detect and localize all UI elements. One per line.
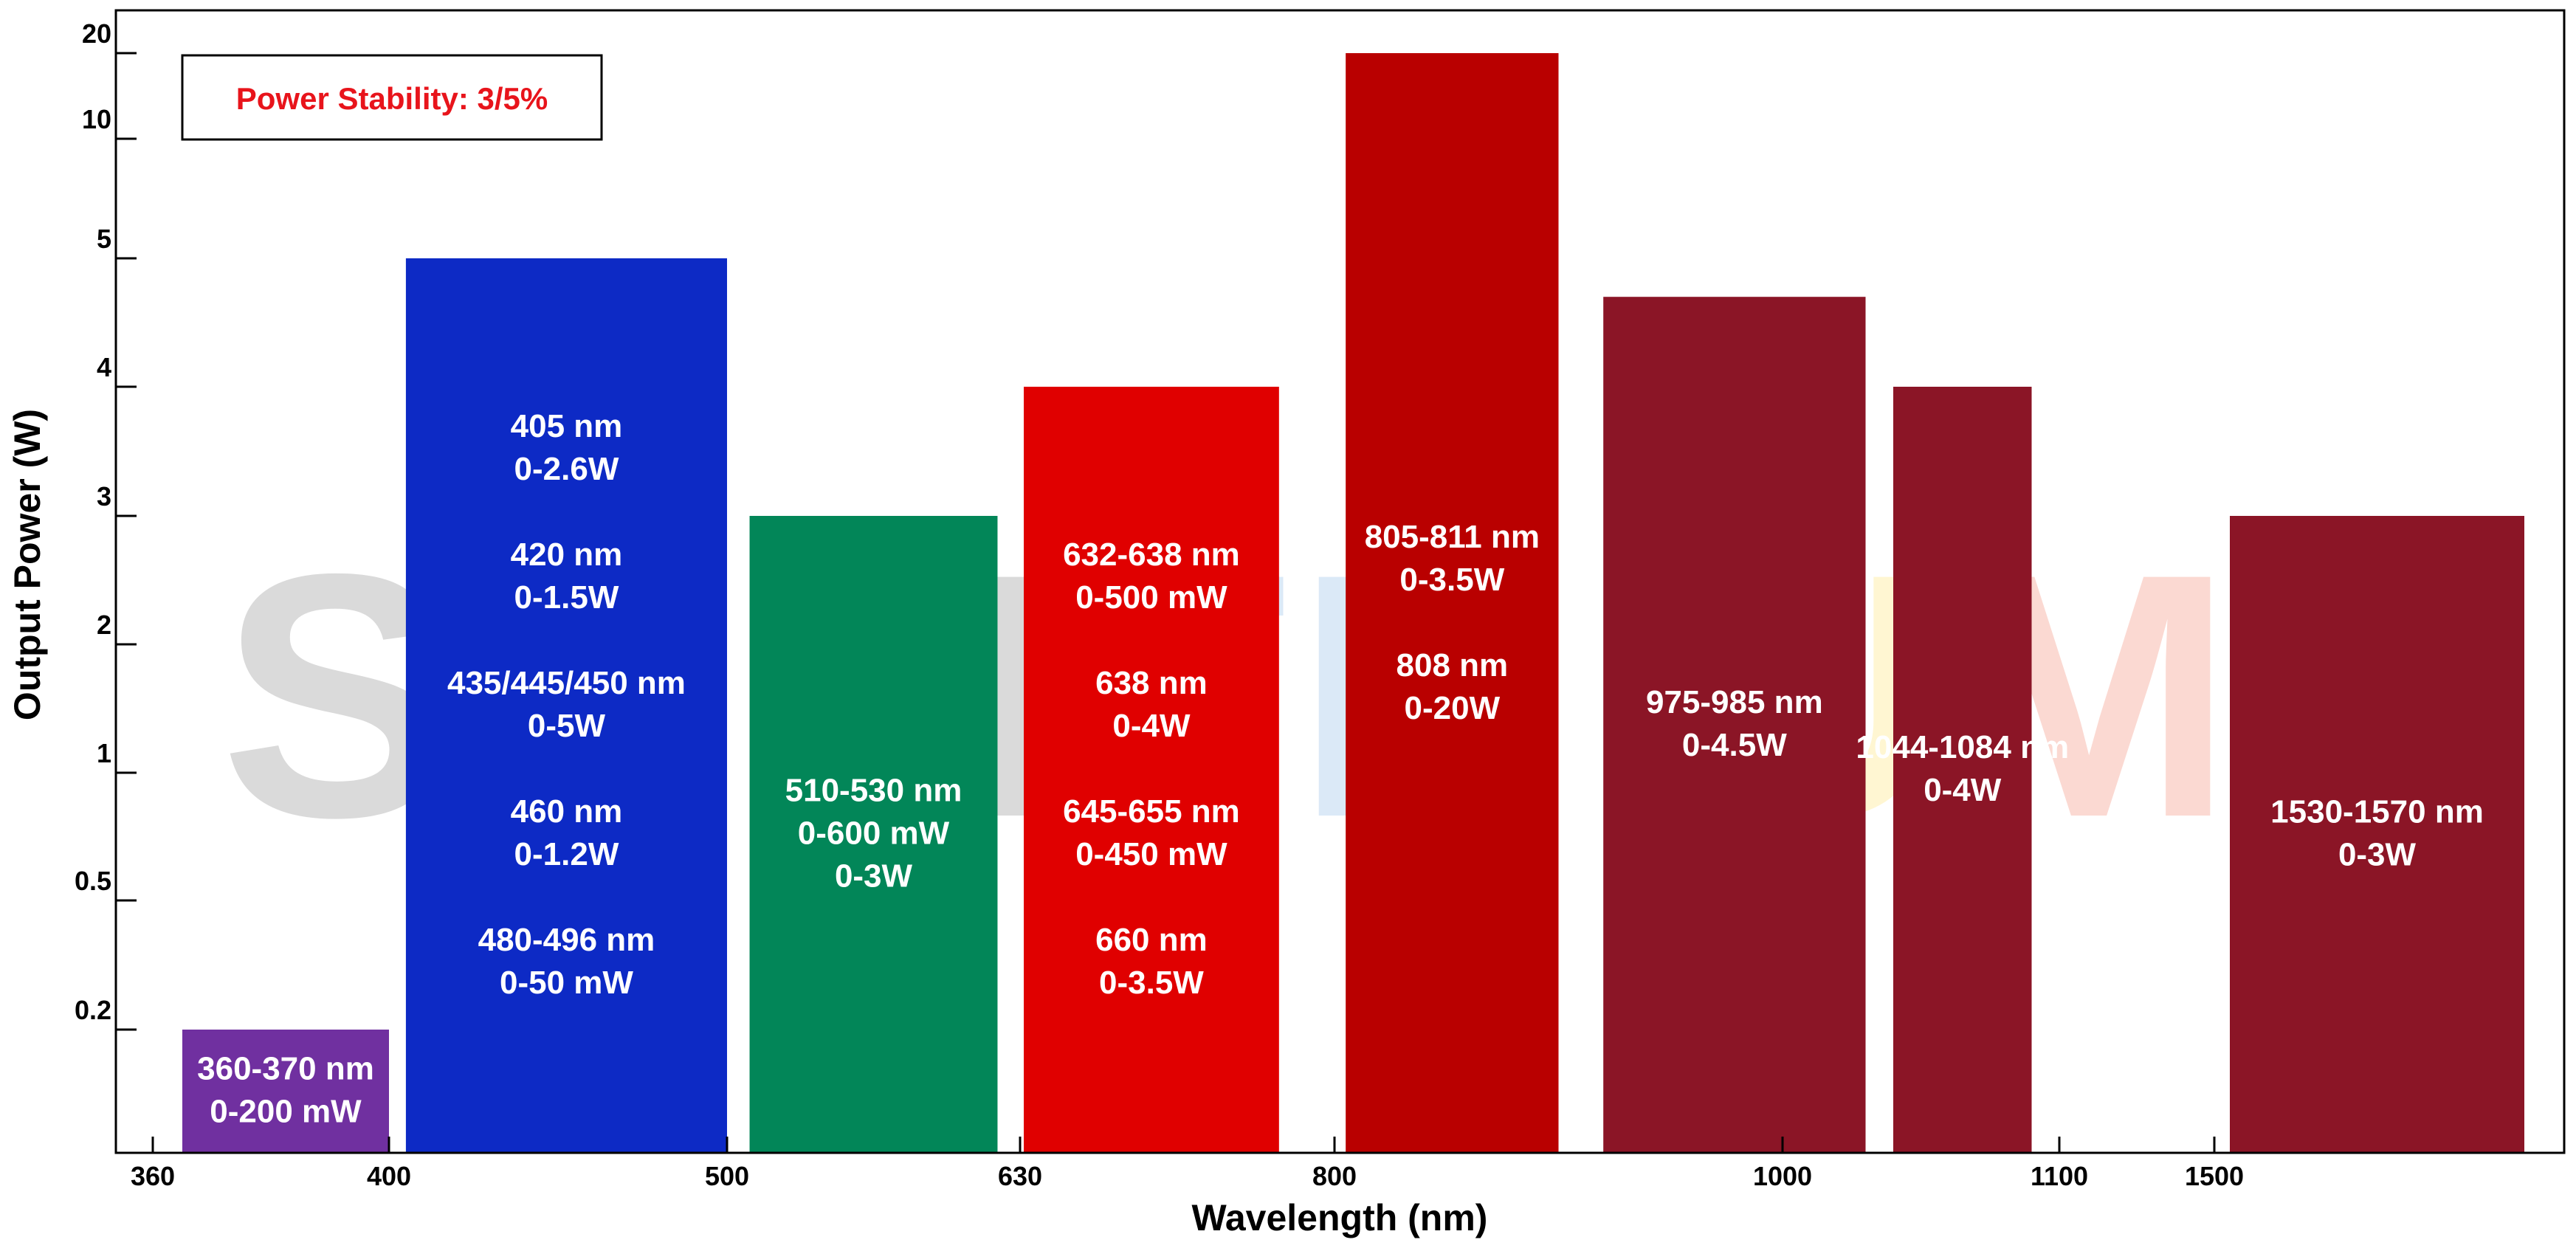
bar-label: 0-600 mW <box>798 816 950 852</box>
x-axis-title: Wavelength (nm) <box>1192 1197 1488 1238</box>
bar-label: 510-530 nm <box>785 773 962 809</box>
bar-label: 420 nm <box>511 537 623 573</box>
y-tick-label: 4 <box>97 352 111 382</box>
y-tick-label: 0.5 <box>75 866 111 896</box>
bar-label: 480-496 nm <box>478 922 655 958</box>
bar-labels: 360-370 nm 0-200 mW 405 nm 0-2.6W 420 nm 0-1.… <box>197 408 2484 1130</box>
bar <box>2230 516 2524 1153</box>
bar <box>405 258 727 1153</box>
bar-label: 0-1.2W <box>514 836 619 872</box>
bar-label: 0-3.5W <box>1399 562 1504 598</box>
bar-label: 0-4.5W <box>1682 727 1787 763</box>
bar-label: 632-638 nm <box>1063 537 1240 573</box>
bar-label: 0-1.5W <box>514 579 619 616</box>
y-axis-title: Output Power (W) <box>7 409 48 720</box>
bar-label: 0-3W <box>2338 837 2417 873</box>
x-axis-ticks: 360 400 500 630 800 1000 1100 1500 <box>131 1137 2244 1191</box>
x-tick-label: 360 <box>131 1161 175 1191</box>
bar-label: 0-3W <box>835 858 913 895</box>
bar <box>1893 387 2032 1153</box>
x-tick-label: 1000 <box>1753 1161 1812 1191</box>
bar <box>749 516 998 1153</box>
bar-label: 638 nm <box>1095 665 1208 701</box>
bar-label: 0-20W <box>1405 690 1501 726</box>
bar-label: 808 nm <box>1397 647 1509 683</box>
x-tick-label: 1500 <box>2185 1161 2244 1191</box>
y-tick-label: 2 <box>97 610 111 640</box>
bar-label: 360-370 nm <box>197 1051 374 1087</box>
bar-label: 460 nm <box>511 793 623 830</box>
bar-label: 975-985 nm <box>1646 684 1823 720</box>
bars <box>182 53 2524 1154</box>
y-tick-label: 1 <box>97 738 111 768</box>
bar-label: 0-2.6W <box>514 451 619 487</box>
annotation-text: Power Stability: 3/5% <box>236 81 548 116</box>
bar-label: 0-5W <box>528 708 606 744</box>
annotation-box: Power Stability: 3/5% <box>181 54 603 141</box>
bar-label: 660 nm <box>1095 922 1208 958</box>
bar-label: 435/445/450 nm <box>447 665 686 701</box>
x-tick-label: 500 <box>705 1161 749 1191</box>
bar-label: 0-4W <box>1924 772 2002 808</box>
y-tick-label: 0.2 <box>75 995 111 1025</box>
bar <box>182 1030 389 1153</box>
annotation-frame <box>181 54 603 141</box>
bar-label: 645-655 nm <box>1063 793 1240 830</box>
bar-label: 0-200 mW <box>210 1094 362 1130</box>
x-tick-label: 1100 <box>2031 1161 2088 1191</box>
bar-label: 0-500 mW <box>1075 579 1227 616</box>
bar <box>1346 53 1559 1153</box>
x-tick-label: 800 <box>1312 1161 1357 1191</box>
bar <box>1024 387 1279 1153</box>
bar-label: 0-450 mW <box>1075 836 1227 872</box>
bar-label: 0-4W <box>1112 708 1191 744</box>
y-tick-label: 20 <box>82 18 111 49</box>
bar-label: 1044-1084 nm <box>1856 729 2069 765</box>
x-tick-label: 400 <box>367 1161 411 1191</box>
y-tick-label: 5 <box>97 224 111 254</box>
bar <box>1603 297 1866 1154</box>
bar-label: 405 nm <box>511 408 623 444</box>
bar-label: 0-3.5W <box>1099 965 1204 1001</box>
bar-label: 0-50 mW <box>500 965 633 1001</box>
bar-label: 805-811 nm <box>1365 519 1540 555</box>
y-tick-label: 3 <box>97 481 111 511</box>
y-tick-label: 10 <box>82 104 111 134</box>
plot-frame <box>114 9 2566 1154</box>
x-tick-label: 630 <box>998 1161 1042 1191</box>
y-axis-ticks: 0.2 0.5 1 2 3 4 5 10 20 <box>75 18 137 1031</box>
bar-label: 1530-1570 nm <box>2270 794 2484 830</box>
